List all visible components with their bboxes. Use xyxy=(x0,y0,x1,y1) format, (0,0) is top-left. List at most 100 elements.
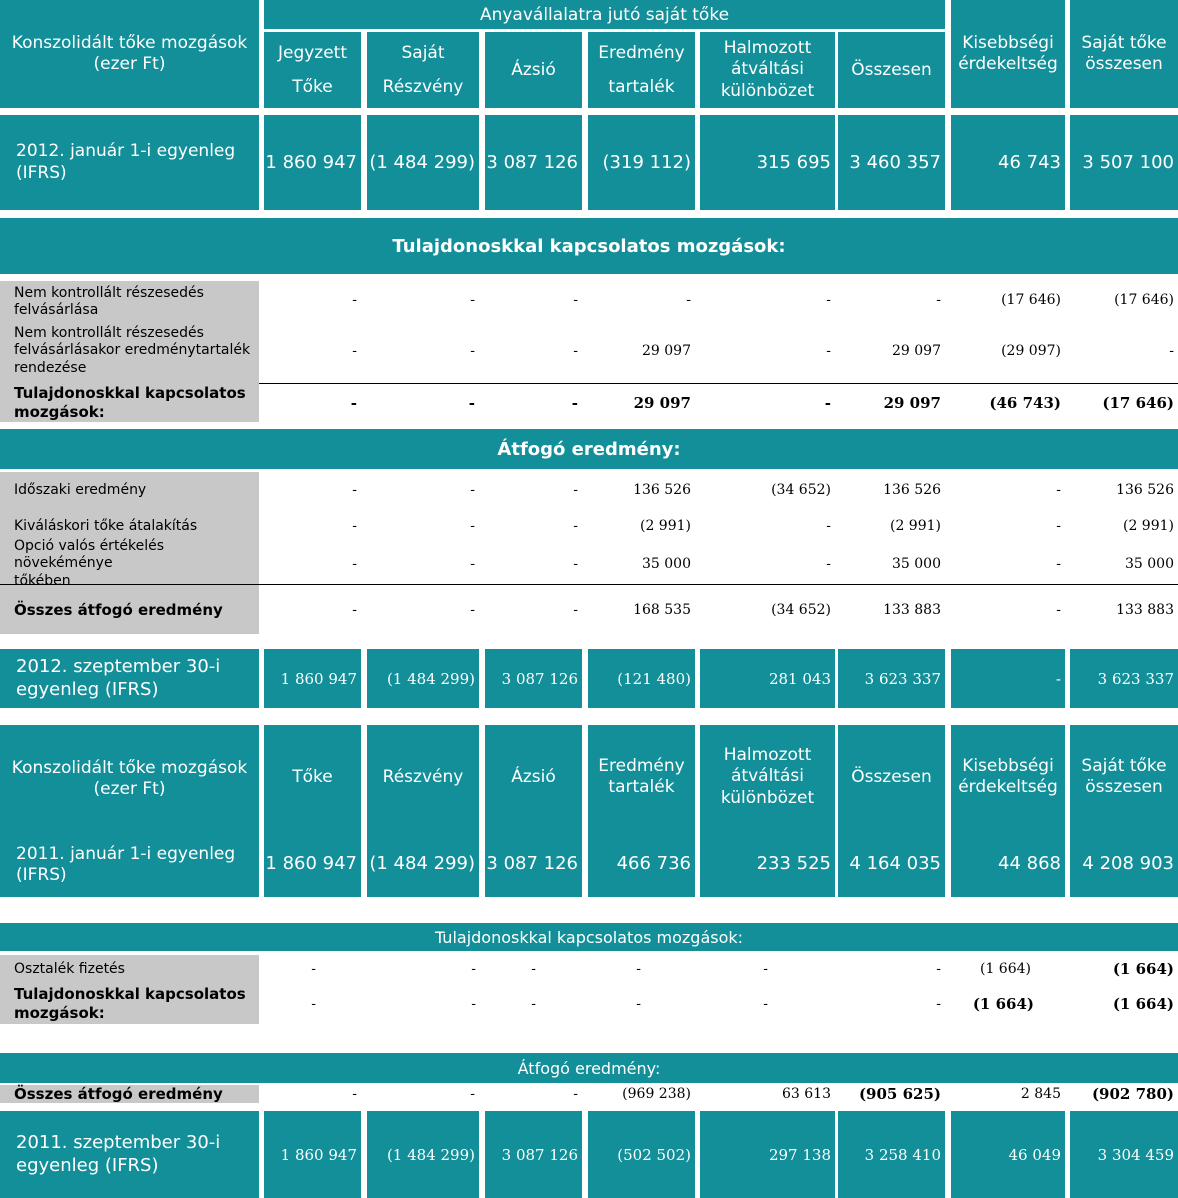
cell: 1 860 947 xyxy=(264,1111,361,1198)
section-title-owners-2011: Tulajdonoskkal kapcsolatos mozgások: xyxy=(0,923,1178,951)
cell: - xyxy=(352,602,357,618)
col-header-jegyzett: Jegyzett Tőke xyxy=(264,32,361,108)
cell: - xyxy=(573,1086,578,1102)
col-header-kisebbsegi-2011: Kisebbségi érdekeltség xyxy=(958,755,1058,797)
cell: 3 460 357 xyxy=(838,115,945,210)
label-column-bg xyxy=(0,472,259,634)
cell: 3 258 410 xyxy=(838,1111,945,1198)
cell: - xyxy=(1056,556,1061,572)
section-title-comprehensive: Átfogó eredmény: xyxy=(0,429,1178,469)
cell: - xyxy=(352,292,357,308)
cell: - xyxy=(470,343,475,359)
cell: - xyxy=(826,343,831,359)
row-label-nem-kontrollalt-2: Nem kontrollált részesedés felvásárlásako… xyxy=(14,324,251,376)
label-column-bg xyxy=(0,1085,259,1103)
cell: 136 526 xyxy=(1116,482,1174,498)
col-header-azsio-2011: Ázsió xyxy=(511,767,556,787)
col-header-osszesen-2011: Összesen xyxy=(851,767,932,787)
cell: (34 652) xyxy=(771,602,831,618)
divider xyxy=(0,584,1178,585)
cell: 44 868 xyxy=(998,852,1061,874)
cell: - xyxy=(352,482,357,498)
row-label-comp-total-2011: Összes átfogó eredmény xyxy=(14,1085,223,1103)
row-label-opcio: Opció valós értékelés növekéménye tőkében xyxy=(14,537,165,589)
cell: - xyxy=(1056,602,1061,618)
cell: (1 664) xyxy=(1112,960,1174,978)
cell: 281 043 xyxy=(700,649,835,708)
cell: - xyxy=(531,996,536,1012)
cell: 46 743 xyxy=(951,115,1065,210)
cell: 3 087 126 xyxy=(485,115,582,210)
cell: 35 000 xyxy=(1125,556,1174,572)
col-block: Összesen 4 164 035 xyxy=(838,725,945,897)
cell: (17 646) xyxy=(1102,394,1174,412)
cell: - xyxy=(470,518,475,534)
cell: - xyxy=(826,556,831,572)
col-header-eredmeny-2011: Eredmény tartalék xyxy=(598,755,685,797)
cell: - xyxy=(636,961,641,977)
label-column-bg xyxy=(0,955,259,1024)
col-header-eredmeny: Eredmény tartalék xyxy=(588,32,695,108)
cell: 233 525 xyxy=(756,852,831,874)
cell: - xyxy=(471,961,476,977)
cell: (969 238) xyxy=(622,1086,691,1102)
table-title: Konszolidált tőke mozgások (ezer Ft) xyxy=(0,0,259,108)
row-label-nem-kontrollalt-1: Nem kontrollált részesedés felvásárlása xyxy=(14,284,204,319)
cell: (1 664) xyxy=(979,961,1031,977)
cell: 35 000 xyxy=(642,556,691,572)
cell: - xyxy=(636,996,641,1012)
cell: (1 484 299) xyxy=(367,1111,479,1198)
cell: (1 484 299) xyxy=(367,115,479,210)
col-block: Ázsió 3 087 126 xyxy=(485,725,582,897)
cell: - xyxy=(470,602,475,618)
cell: - xyxy=(471,996,476,1012)
row-label-owners-total-2011: Tulajdonoskkal kapcsolatos mozgások: xyxy=(14,985,246,1022)
cell: 297 138 xyxy=(700,1111,835,1198)
cell: (1 664) xyxy=(972,995,1034,1013)
col-header-osszesen: Összesen xyxy=(838,32,945,108)
cell: (902 780) xyxy=(1091,1085,1174,1103)
col-header-sajat-toke: Saját tőke összesen xyxy=(1070,0,1178,108)
cell: - xyxy=(350,394,357,412)
cell: - xyxy=(763,961,768,977)
cell: - xyxy=(352,556,357,572)
cell: 1 860 947 xyxy=(264,115,361,210)
row-label-comp-total-2012: Összes átfogó eredmény xyxy=(14,601,223,619)
cell: (319 112) xyxy=(588,115,695,210)
table-title-2011: Konszolidált tőke mozgások (ezer Ft) xyxy=(11,757,248,799)
cell: (2 991) xyxy=(639,518,691,534)
cell: 466 736 xyxy=(616,852,691,874)
col-block: Eredmény tartalék 466 736 xyxy=(588,725,695,897)
cell: 315 695 xyxy=(700,115,835,210)
cell: - xyxy=(573,482,578,498)
col-block: Kisebbségi érdekeltség 44 868 xyxy=(951,725,1065,897)
cell: - xyxy=(571,394,578,412)
cell: - xyxy=(936,292,941,308)
cell: 3 304 459 xyxy=(1070,1111,1178,1198)
cell: - xyxy=(573,556,578,572)
cell: (34 652) xyxy=(771,482,831,498)
cell: - xyxy=(352,1086,357,1102)
cell: - xyxy=(936,996,941,1012)
col-header-sajat-toke-2011: Saját tőke összesen xyxy=(1081,755,1167,797)
cell: - xyxy=(573,518,578,534)
col-header-toke: Tőke xyxy=(292,767,333,787)
cell: (2 991) xyxy=(1122,518,1174,534)
cell: 4 208 903 xyxy=(1082,852,1174,874)
cell: - xyxy=(763,996,768,1012)
row-label-osztalek: Osztalék fizetés xyxy=(14,961,125,977)
cell: - xyxy=(573,292,578,308)
cell: - xyxy=(824,394,831,412)
cell: - xyxy=(311,961,316,977)
cell: (46 743) xyxy=(989,394,1061,412)
cell: 46 049 xyxy=(951,1111,1065,1198)
cell: (905 625) xyxy=(858,1085,941,1103)
cell: - xyxy=(468,394,475,412)
col-block: Saját tőke összesen 4 208 903 xyxy=(1070,725,1178,897)
cell: (17 646) xyxy=(1114,292,1174,308)
row-label-owners-total-2012: Tulajdonoskkal kapcsolatos mozgások: xyxy=(14,384,246,421)
cell: 136 526 xyxy=(883,482,941,498)
cell: 4 164 035 xyxy=(849,852,941,874)
cell: 3 087 126 xyxy=(486,852,578,874)
cell: (1 484 299) xyxy=(367,649,479,708)
